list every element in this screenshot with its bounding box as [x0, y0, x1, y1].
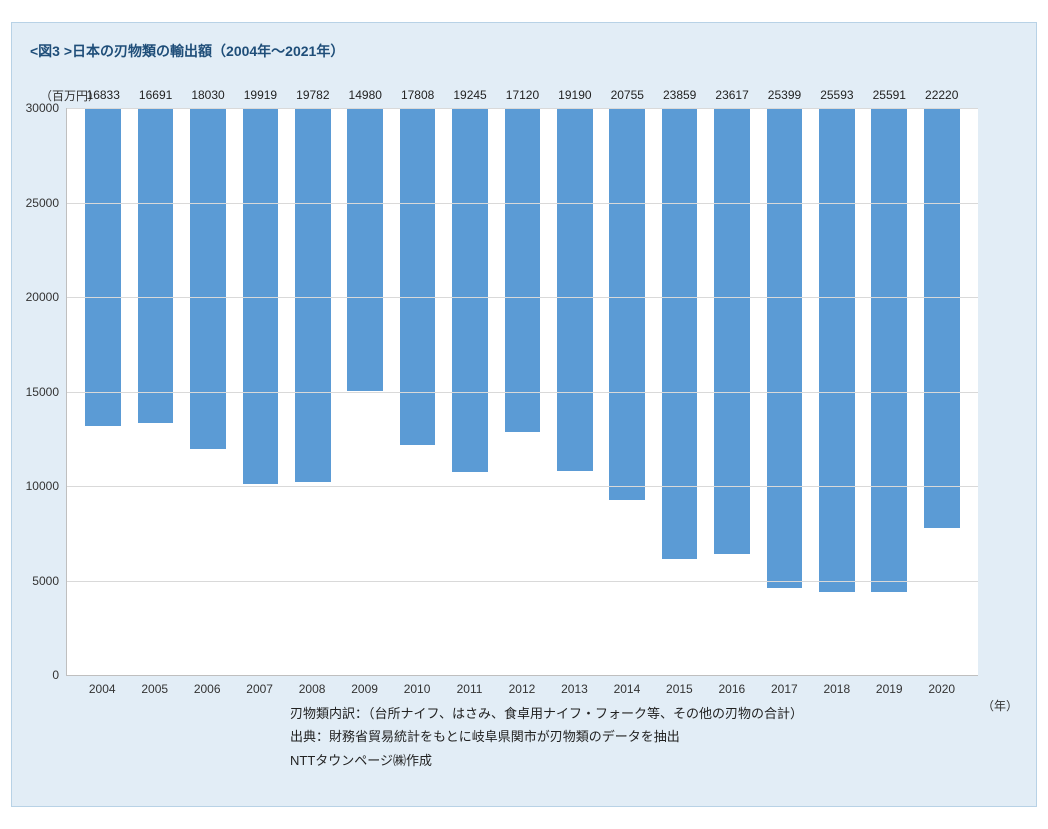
bar: 19782 [295, 108, 331, 482]
bar: 25591 [871, 108, 907, 592]
y-tick-label: 10000 [26, 479, 67, 493]
bar: 25593 [819, 108, 855, 592]
bar-value-label: 17120 [506, 88, 539, 102]
x-axis-unit: （年） [982, 697, 1018, 714]
chart-panel: <図3 >日本の刃物類の輸出額（2004年～2021年） （百万円） 16833… [11, 22, 1037, 807]
gridline [67, 297, 978, 298]
x-tick-label: 2012 [496, 682, 548, 696]
bar-value-label: 18030 [191, 88, 224, 102]
bar-value-label: 23617 [715, 88, 748, 102]
x-tick-label: 2009 [338, 682, 390, 696]
x-tick-label: 2020 [916, 682, 968, 696]
y-tick-label: 5000 [32, 574, 67, 588]
chart-title: <図3 >日本の刃物類の輸出額（2004年～2021年） [30, 41, 1018, 61]
bar: 17808 [400, 108, 436, 445]
bar: 16691 [138, 108, 174, 423]
bar-value-label: 25591 [873, 88, 906, 102]
gridline [67, 581, 978, 582]
bar-value-label: 14980 [349, 88, 382, 102]
x-tick-label: 2007 [233, 682, 285, 696]
gridline [67, 108, 978, 109]
bar-value-label: 20755 [611, 88, 644, 102]
bar-value-label: 17808 [401, 88, 434, 102]
bar-value-label: 19245 [453, 88, 486, 102]
x-tick-label: 2010 [391, 682, 443, 696]
footnote-line: NTTタウンページ㈱作成 [290, 749, 1018, 772]
y-tick-label: 0 [52, 668, 67, 682]
bar: 19190 [557, 108, 593, 471]
bar: 18030 [190, 108, 226, 449]
bar-value-label: 19782 [296, 88, 329, 102]
x-tick-label: 2015 [653, 682, 705, 696]
bar-value-label: 22220 [925, 88, 958, 102]
footnotes: 刃物類内訳：（台所ナイフ、はさみ、食卓用ナイフ・フォーク等、その他の刃物の合計）… [290, 702, 1018, 772]
x-tick-label: 2019 [863, 682, 915, 696]
bar: 16833 [85, 108, 121, 426]
bar: 25399 [767, 108, 803, 588]
x-tick-label: 2018 [811, 682, 863, 696]
footnote-line: 刃物類内訳：（台所ナイフ、はさみ、食卓用ナイフ・フォーク等、その他の刃物の合計） [290, 702, 1018, 725]
footnote-line: 出典：財務省貿易統計をもとに岐阜県関市が刃物類のデータを抽出 [290, 725, 1018, 748]
x-tick-label: 2017 [758, 682, 810, 696]
y-tick-label: 15000 [26, 385, 67, 399]
x-tick-label: 2006 [181, 682, 233, 696]
y-tick-label: 30000 [26, 101, 67, 115]
bar: 22220 [924, 108, 960, 528]
x-tick-label: 2014 [601, 682, 653, 696]
gridline [67, 392, 978, 393]
x-tick-label: 2008 [286, 682, 338, 696]
x-tick-label: 2004 [76, 682, 128, 696]
bar: 14980 [347, 108, 383, 391]
x-tick-label: 2013 [548, 682, 600, 696]
chart-area: 1683316691180301991919782149801780819245… [66, 108, 978, 696]
gridline [67, 486, 978, 487]
bar-value-label: 16691 [139, 88, 172, 102]
bar: 17120 [505, 108, 541, 432]
x-tick-label: 2011 [443, 682, 495, 696]
gridline [67, 203, 978, 204]
x-tick-label: 2016 [706, 682, 758, 696]
x-tick-label: 2005 [128, 682, 180, 696]
bar: 23859 [662, 108, 698, 559]
bar: 23617 [714, 108, 750, 554]
bar-value-label: 25593 [820, 88, 853, 102]
bar-value-label: 23859 [663, 88, 696, 102]
bar: 19245 [452, 108, 488, 472]
bar-value-label: 19919 [244, 88, 277, 102]
x-axis-labels: 2004200520062007200820092010201120122013… [66, 682, 978, 696]
bar-value-label: 16833 [87, 88, 120, 102]
plot-area: 1683316691180301991919782149801780819245… [66, 108, 978, 676]
bar-value-label: 19190 [558, 88, 591, 102]
y-tick-label: 20000 [26, 290, 67, 304]
y-tick-label: 25000 [26, 196, 67, 210]
bar: 20755 [609, 108, 645, 500]
bar-value-label: 25399 [768, 88, 801, 102]
